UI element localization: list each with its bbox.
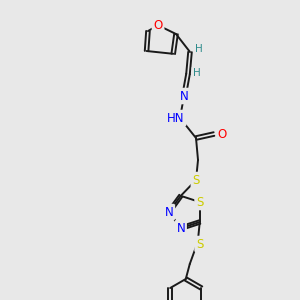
Text: HN: HN xyxy=(167,112,185,124)
Text: S: S xyxy=(196,196,203,208)
Text: N: N xyxy=(176,222,185,235)
Text: H: H xyxy=(193,68,201,78)
Text: H: H xyxy=(195,44,203,54)
Text: N: N xyxy=(180,89,188,103)
Text: S: S xyxy=(196,238,203,250)
Text: O: O xyxy=(218,128,226,140)
Text: N: N xyxy=(165,206,173,218)
Text: O: O xyxy=(153,19,163,32)
Text: S: S xyxy=(192,173,200,187)
